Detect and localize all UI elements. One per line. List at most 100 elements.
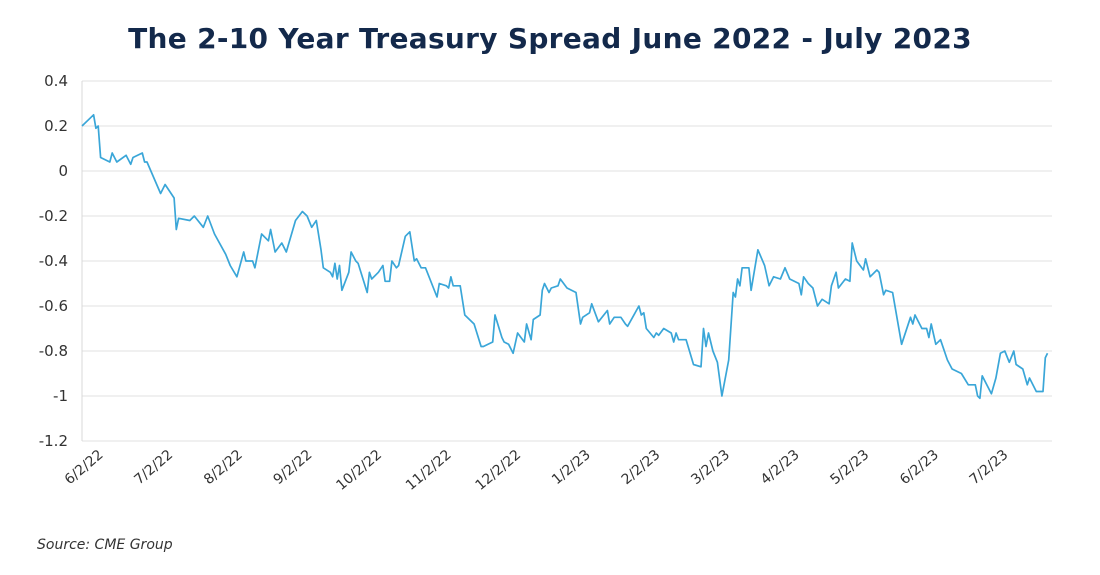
x-tick: 3/2/23 [688, 447, 733, 488]
data-point [589, 312, 590, 313]
data-point [517, 332, 518, 333]
data-point [607, 310, 608, 311]
data-point [1042, 391, 1043, 392]
data-point [876, 269, 877, 270]
data-point [109, 161, 110, 162]
data-point [382, 265, 383, 266]
data-point [910, 317, 911, 318]
data-point [926, 328, 927, 329]
y-tick-label: -1 [53, 387, 68, 405]
y-tick-label: -1.2 [39, 432, 68, 450]
x-tick-label: 2/2/23 [619, 447, 664, 488]
x-tick: 11/2/22 [403, 447, 455, 494]
data-point [453, 285, 454, 286]
data-point [194, 215, 195, 216]
data-point [132, 157, 133, 158]
data-point [513, 353, 514, 354]
data-point [203, 227, 204, 228]
data-point [940, 339, 941, 340]
y-tick-label: 0 [58, 162, 68, 180]
x-tick: 7/2/23 [967, 447, 1012, 488]
x-tick-label: 4/2/23 [758, 447, 803, 488]
data-point [320, 249, 321, 250]
x-tick-label: 7/2/23 [967, 447, 1012, 488]
data-point [921, 328, 922, 329]
data-point [414, 260, 415, 261]
data-point [450, 276, 451, 277]
data-point [883, 294, 884, 295]
x-tick: 10/2/22 [333, 447, 385, 494]
data-point [671, 332, 672, 333]
data-point [1047, 353, 1048, 354]
data-point [557, 285, 558, 286]
data-point [803, 276, 804, 277]
y-tick-label: 0.2 [44, 117, 68, 135]
data-point [676, 332, 677, 333]
data-point [1045, 357, 1046, 358]
data-point [961, 373, 962, 374]
data-point [979, 398, 980, 399]
data-point [544, 283, 545, 284]
data-point [334, 263, 335, 264]
data-point [252, 260, 253, 261]
data-point [780, 278, 781, 279]
data-point [351, 251, 352, 252]
data-point [420, 267, 421, 268]
x-tick-label: 10/2/22 [333, 447, 385, 494]
data-point [501, 337, 502, 338]
data-point [398, 265, 399, 266]
data-point [524, 341, 525, 342]
y-tick-label: -0.6 [39, 297, 68, 315]
data-point [341, 290, 342, 291]
data-point [391, 260, 392, 261]
data-point [947, 359, 948, 360]
data-point [658, 335, 659, 336]
data-point [801, 294, 802, 295]
data-point [728, 359, 729, 360]
data-point [751, 290, 752, 291]
data-point [705, 346, 706, 347]
data-point [295, 220, 296, 221]
data-point [646, 328, 647, 329]
data-point [914, 314, 915, 315]
data-point [609, 323, 610, 324]
data-point [931, 323, 932, 324]
data-point [1022, 368, 1023, 369]
data-point [703, 328, 704, 329]
data-point [425, 267, 426, 268]
gridlines [82, 80, 1052, 442]
chart-title: The 2-10 Year Treasury Spread June 2022 … [128, 22, 972, 55]
data-point [100, 157, 101, 158]
data-point [995, 377, 996, 378]
data-point [582, 317, 583, 318]
data-point [1000, 353, 1001, 354]
data-point [339, 265, 340, 266]
data-point [146, 161, 147, 162]
data-point [849, 281, 850, 282]
data-point [323, 267, 324, 268]
data-point [207, 215, 208, 216]
data-point [81, 125, 82, 126]
data-point [474, 323, 475, 324]
x-tick-label: 6/2/22 [62, 447, 107, 488]
data-point [735, 296, 736, 297]
data-point [663, 328, 664, 329]
data-point [614, 317, 615, 318]
data-point [845, 278, 846, 279]
x-tick-label: 12/2/22 [473, 447, 525, 494]
data-point [829, 303, 830, 304]
data-point [225, 254, 226, 255]
x-tick-label: 11/2/22 [403, 447, 455, 494]
data-point [991, 393, 992, 394]
data-point [369, 272, 370, 273]
data-point [977, 395, 978, 396]
x-tick-label: 9/2/22 [271, 447, 316, 488]
data-point [685, 339, 686, 340]
data-point [261, 233, 262, 234]
data-point [378, 272, 379, 273]
data-point [627, 326, 628, 327]
data-point [245, 260, 246, 261]
data-point [1027, 384, 1028, 385]
x-tick: 2/2/23 [619, 447, 664, 488]
data-point [281, 242, 282, 243]
